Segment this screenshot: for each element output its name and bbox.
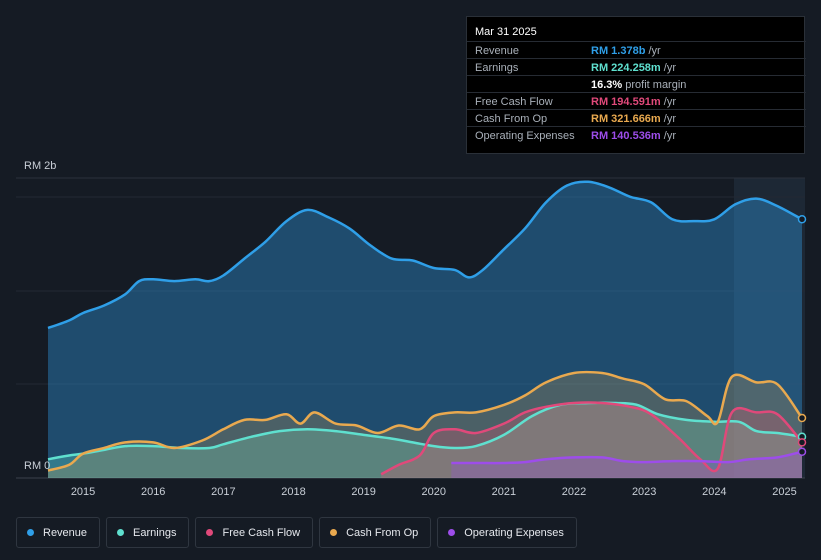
- x-tick-label: 2019: [351, 486, 375, 498]
- x-tick-label: 2018: [281, 486, 305, 498]
- legend-label: Revenue: [43, 526, 88, 539]
- legend-item-revenue[interactable]: Revenue: [16, 517, 101, 548]
- legend-item-cash-from-op[interactable]: Cash From Op: [319, 517, 432, 548]
- chart-canvas: 2015 2016 2017 2018 2019 2020 2021 2022 2023 2024…: [16, 177, 807, 498]
- tooltip-label: Operating Expenses: [475, 130, 575, 142]
- x-tick-label: 2025: [772, 486, 796, 498]
- x-tick-label: 2015: [71, 486, 95, 498]
- tooltip-value: RM 140.536m /yr: [591, 130, 677, 142]
- legend-item-free-cash-flow[interactable]: Free Cash Flow: [195, 517, 314, 548]
- y-axis-bottom-label: RM 0: [24, 460, 51, 472]
- tooltip-label: Cash From Op: [475, 113, 548, 125]
- endpoint-cash-from-op: [797, 413, 807, 423]
- endpoint-free-cash-flow: [797, 438, 807, 447]
- tooltip-value: RM 1.378b /yr: [591, 45, 661, 57]
- tooltip-label: Earnings: [475, 62, 519, 74]
- line-free-cash-flow: [380, 401, 803, 476]
- tooltip-value: RM 321.666m /yr: [591, 113, 677, 125]
- legend-item-operating-expenses[interactable]: Operating Expenses: [437, 517, 577, 548]
- line-earnings: [47, 401, 803, 461]
- area-cash-from-op: [48, 372, 802, 478]
- legend-dot-icon: [117, 529, 125, 536]
- line-cash-from-op: [47, 370, 804, 472]
- x-tick-label: 2024: [702, 486, 726, 498]
- tooltip-row-opex: Operating Expenses RM 140.536m /yr: [467, 126, 806, 144]
- tooltip-value: RM 224.258m /yr: [591, 62, 677, 74]
- highlight-region: [734, 178, 805, 478]
- tooltip-label: Revenue: [475, 45, 520, 57]
- x-tick-label: 2021: [492, 486, 516, 498]
- legend-dot-icon: [206, 529, 214, 536]
- tooltip-date: Mar 31 2025: [475, 26, 537, 38]
- tooltip-value: 16.3% profit margin: [591, 79, 687, 91]
- data-tooltip: Mar 31 2025 Revenue RM 1.378b /yr Earnin…: [466, 16, 806, 154]
- legend-label: Operating Expenses: [464, 526, 564, 539]
- tooltip-row-cfo: Cash From Op RM 321.666m /yr: [467, 109, 806, 127]
- legend-label: Free Cash Flow: [222, 526, 301, 539]
- line-operating-expenses: [451, 450, 803, 465]
- legend-label: Cash From Op: [346, 526, 419, 539]
- legend-label: Earnings: [133, 526, 177, 539]
- tooltip-row-margin: 16.3% profit margin: [467, 75, 806, 93]
- tooltip-row-fcf: Free Cash Flow RM 194.591m /yr: [467, 92, 806, 110]
- area-free-cash-flow: [381, 402, 802, 478]
- legend-dot-icon: [448, 529, 456, 536]
- tooltip-row-revenue: Revenue RM 1.378b /yr: [467, 41, 806, 59]
- x-tick-label: 2016: [141, 486, 165, 498]
- legend-dot-icon: [330, 529, 338, 536]
- endpoint-revenue: [797, 215, 807, 224]
- x-tick-label: 2023: [632, 486, 656, 498]
- legend-dot-icon: [27, 529, 34, 536]
- chart-legend: Revenue Earnings Free Cash Flow Cash Fro…: [16, 517, 577, 548]
- tooltip-row-earnings: Earnings RM 224.258m /yr: [467, 58, 806, 76]
- tooltip-label: Free Cash Flow: [475, 96, 553, 108]
- endpoint-operating-expenses: [797, 447, 807, 456]
- x-tick-label: 2017: [211, 486, 235, 498]
- line-revenue: [47, 180, 803, 330]
- tooltip-value: RM 194.591m /yr: [591, 96, 677, 108]
- y-axis-top-label: RM 2b: [24, 160, 57, 172]
- x-tick-label: 2022: [562, 486, 586, 498]
- legend-item-earnings[interactable]: Earnings: [106, 517, 190, 548]
- x-tick-label: 2020: [422, 486, 446, 498]
